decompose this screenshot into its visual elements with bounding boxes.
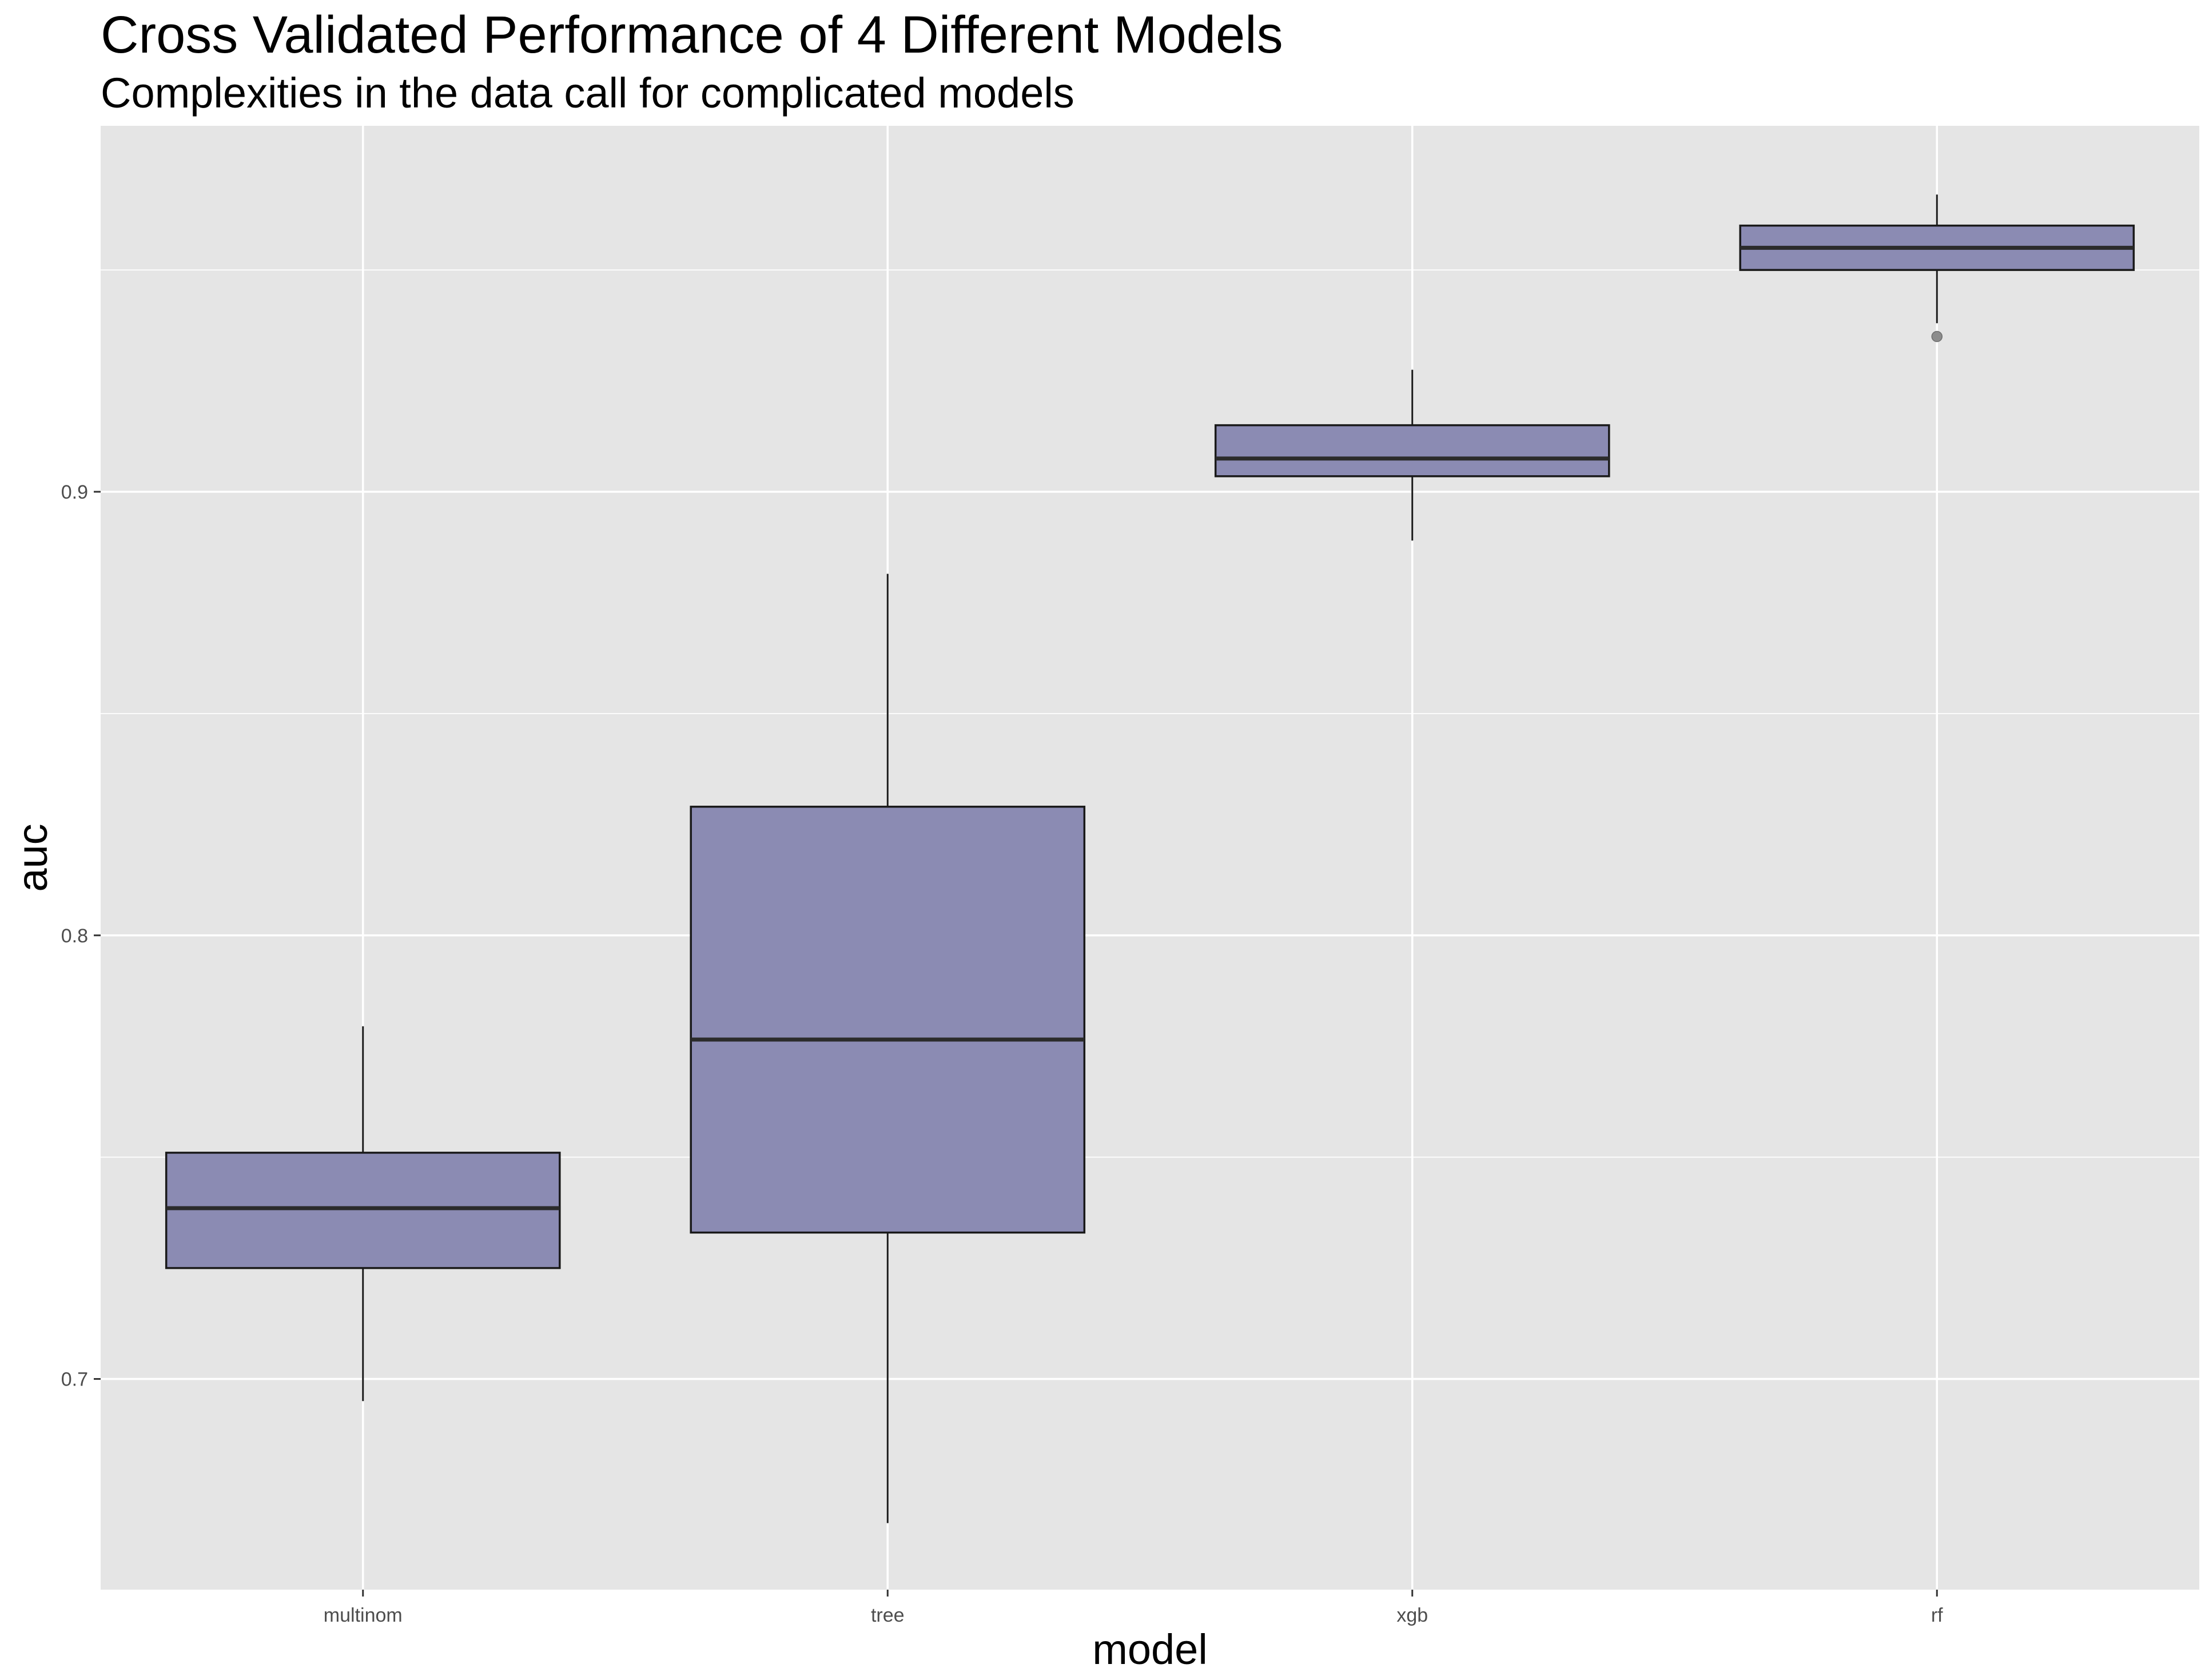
box-layer bbox=[165, 194, 2135, 1523]
y-tick-label: 0.7 bbox=[61, 1369, 88, 1391]
iqr-box bbox=[690, 806, 1086, 1234]
axis-layer: 0.7 0.8 0.9 multinom tree xgb rf bbox=[61, 481, 1943, 1626]
x-axis-title: model bbox=[1092, 1626, 1208, 1673]
grid-layer bbox=[101, 126, 2199, 1590]
y-axis-title: auc bbox=[9, 823, 56, 891]
outlier-point bbox=[1931, 331, 1943, 343]
x-tick-label: xgb bbox=[1396, 1605, 1428, 1626]
box-rf bbox=[1739, 194, 2135, 343]
iqr-box bbox=[1214, 424, 1610, 477]
box-xgb bbox=[1214, 369, 1610, 541]
chart-title: Cross Validated Performance of 4 Differe… bbox=[101, 6, 1283, 64]
y-tick-label: 0.8 bbox=[61, 925, 88, 947]
y-tick-label: 0.9 bbox=[61, 481, 88, 503]
x-tick-label: rf bbox=[1931, 1605, 1943, 1626]
x-tick-label: multinom bbox=[324, 1605, 403, 1626]
box-multinom bbox=[165, 1026, 561, 1402]
x-tick-label: tree bbox=[871, 1605, 905, 1626]
chart-subtitle: Complexities in the data call for compli… bbox=[101, 69, 1074, 117]
plot-panel bbox=[101, 126, 2199, 1590]
iqr-box bbox=[165, 1152, 561, 1269]
box-tree bbox=[690, 574, 1086, 1523]
